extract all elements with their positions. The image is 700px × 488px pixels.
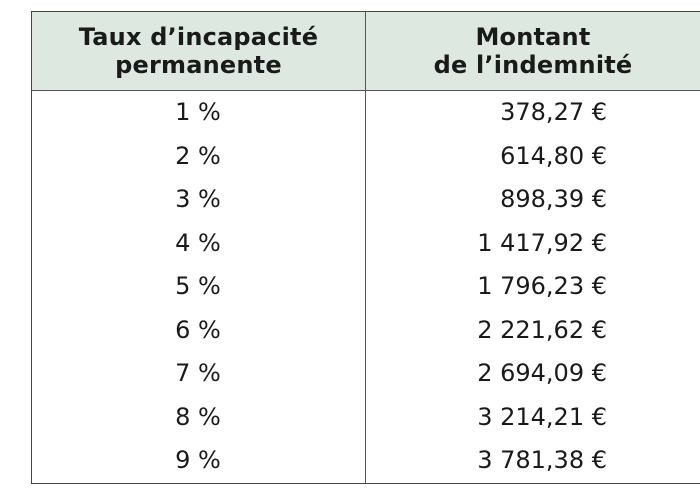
table-header: Taux d’incapacité permanente Montant de …	[32, 12, 700, 91]
amount-cell: 1 796,23 €	[477, 272, 607, 300]
table-row: 8 % 3 214,21 €	[31, 396, 700, 440]
rate-cell: 1 %	[175, 98, 221, 126]
header-indemnity-amount-line2: de l’indemnité	[433, 51, 633, 79]
table-row: 2 % 614,80 €	[31, 135, 700, 179]
header-indemnity-amount: Montant de l’indemnité	[366, 12, 700, 90]
amount-cell: 898,39 €	[500, 185, 607, 213]
rate-cell: 7 %	[175, 359, 221, 387]
header-incapacity-rate: Taux d’incapacité permanente	[32, 12, 365, 90]
amount-cell: 2 221,62 €	[477, 315, 607, 344]
amount-cell: 1 417,92 €	[477, 228, 607, 257]
table-row: 1 % 378,27 €	[31, 91, 700, 135]
header-incapacity-rate-line2: permanente	[115, 51, 282, 79]
amount-cell: 2 694,09 €	[477, 359, 607, 387]
table-bottom-rule	[31, 483, 700, 484]
rate-cell: 4 %	[175, 228, 221, 257]
rate-cell: 9 %	[175, 446, 221, 474]
amount-cell: 3 214,21 €	[477, 402, 607, 431]
table-row: 3 % 898,39 €	[31, 178, 700, 222]
amount-cell: 614,80 €	[500, 141, 607, 170]
table-left-rule	[31, 11, 32, 484]
table-row: 7 % 2 694,09 €	[31, 352, 700, 396]
header-indemnity-amount-line1: Montant	[475, 23, 591, 51]
rate-cell: 6 %	[175, 315, 221, 344]
rate-cell: 8 %	[175, 402, 221, 431]
rate-cell: 5 %	[175, 272, 221, 300]
rate-cell: 2 %	[175, 141, 221, 170]
amount-cell: 3 781,38 €	[477, 446, 607, 474]
column-divider	[365, 11, 366, 484]
header-incapacity-rate-line1: Taux d’incapacité	[78, 23, 319, 51]
table-row: 6 % 2 221,62 €	[31, 309, 700, 353]
table-row: 9 % 3 781,38 €	[31, 439, 700, 483]
amount-cell: 378,27 €	[500, 98, 607, 126]
table-row: 5 % 1 796,23 €	[31, 265, 700, 309]
table-row: 4 % 1 417,92 €	[31, 222, 700, 266]
rate-cell: 3 %	[175, 185, 221, 213]
indemnity-table: Taux d’incapacité permanente Montant de …	[31, 11, 700, 484]
table-body: 1 % 378,27 € 2 % 614,80 € 3 % 898,39 € 4…	[31, 91, 700, 483]
